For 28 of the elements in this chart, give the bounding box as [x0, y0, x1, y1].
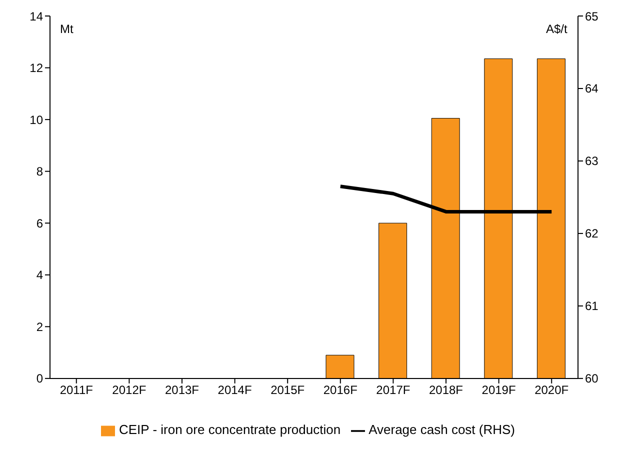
y-tick-label: 2: [36, 320, 44, 334]
x-tick-label: 2017F: [376, 382, 410, 397]
y-axis-title: Mt: [60, 22, 74, 36]
y-tick-label: 4: [36, 268, 44, 282]
legend-label: CEIP - iron ore concentrate production: [118, 422, 341, 438]
x-tick-label: 2011F: [60, 382, 93, 397]
y2-tick-label: 64: [585, 82, 599, 96]
x-tick-label: 2018F: [428, 382, 464, 397]
y-tick-label: 12: [30, 61, 44, 76]
x-tick-label: 2019F: [482, 382, 516, 397]
y-tick-label: 0: [36, 372, 44, 386]
x-tick-label: 2014F: [218, 382, 252, 397]
legend-label: Average cash cost (RHS): [368, 422, 516, 438]
y2-tick-label: 65: [585, 9, 599, 24]
y-tick-label: 14: [30, 9, 44, 24]
x-tick-label: 2016F: [323, 382, 358, 397]
y-tick-label: 6: [36, 216, 44, 230]
y2-axis-title: A$/t: [546, 22, 568, 36]
y2-tick-label: 60: [585, 372, 599, 386]
y-tick-label: 10: [30, 112, 44, 127]
x-tick-label: 2012F: [112, 382, 146, 397]
y2-tick-label: 62: [585, 226, 599, 241]
y2-tick-label: 63: [585, 154, 599, 168]
x-tick-label: 2020F: [534, 382, 569, 397]
y-tick-label: 8: [36, 164, 44, 179]
x-tick-label: 2015F: [270, 382, 305, 397]
y2-tick-label: 61: [585, 299, 599, 314]
x-tick-label: 2013F: [164, 382, 200, 397]
